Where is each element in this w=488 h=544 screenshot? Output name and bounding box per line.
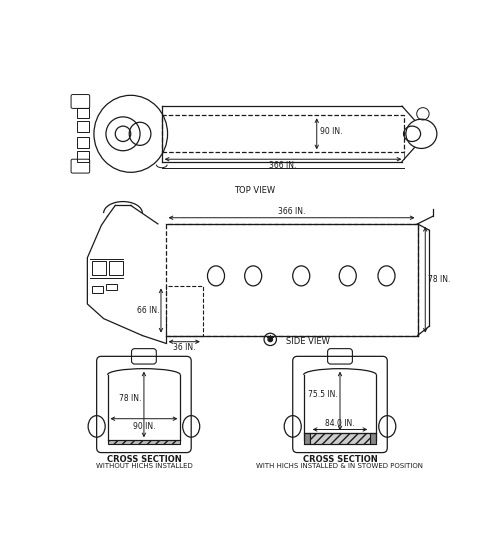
Bar <box>107 440 181 444</box>
Bar <box>109 261 123 275</box>
Text: CROSS SECTION: CROSS SECTION <box>106 455 182 464</box>
Bar <box>370 434 376 444</box>
Text: 78 IN.: 78 IN. <box>119 394 142 403</box>
Bar <box>162 115 405 152</box>
Bar <box>106 284 117 290</box>
Text: 36 IN.: 36 IN. <box>173 343 196 353</box>
Bar <box>304 434 310 444</box>
Bar <box>77 121 89 132</box>
Bar <box>165 286 203 336</box>
Text: TOP VIEW: TOP VIEW <box>234 187 275 195</box>
Bar <box>165 224 418 336</box>
Bar <box>92 261 106 275</box>
Text: SIDE VIEW: SIDE VIEW <box>286 337 329 347</box>
Bar <box>77 151 89 162</box>
Text: CROSS SECTION: CROSS SECTION <box>303 455 377 464</box>
Bar <box>310 434 370 444</box>
Text: 84.0 IN.: 84.0 IN. <box>325 419 355 428</box>
Text: WITH HICHS INSTALLED & IN STOWED POSITION: WITH HICHS INSTALLED & IN STOWED POSITIO… <box>257 462 424 468</box>
Text: 90 IN.: 90 IN. <box>133 422 155 431</box>
Bar <box>92 286 103 293</box>
Text: 366 IN.: 366 IN. <box>269 161 297 170</box>
Circle shape <box>268 337 273 342</box>
Text: 75.5 IN.: 75.5 IN. <box>308 391 338 399</box>
Text: 90 IN.: 90 IN. <box>320 127 343 136</box>
Text: 78 IN.: 78 IN. <box>427 275 450 284</box>
Text: 366 IN.: 366 IN. <box>278 207 305 216</box>
Bar <box>77 108 89 119</box>
Text: 66 IN.: 66 IN. <box>137 306 160 315</box>
Bar <box>77 137 89 147</box>
Text: WITHOUT HICHS INSTALLED: WITHOUT HICHS INSTALLED <box>96 462 192 468</box>
